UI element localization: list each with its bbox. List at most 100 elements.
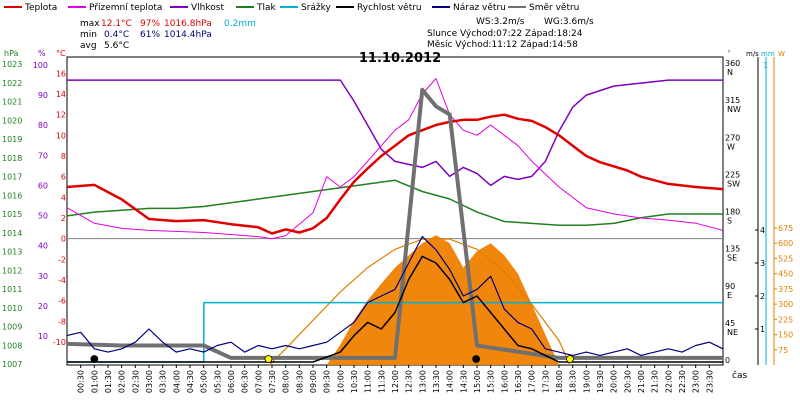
moon-marker — [90, 355, 99, 363]
wind-dir-tick-label: 360 — [725, 59, 740, 68]
wind-speed-tick-label: 4 — [760, 226, 765, 235]
wind-gust-line — [66, 236, 724, 356]
x-tick-label: 20:00 — [610, 370, 619, 393]
temperature-tick-label: 10 — [56, 131, 66, 140]
solar-tick-label: 150 — [778, 331, 793, 340]
legend-label-smer-vetru: Směr větru — [529, 3, 579, 13]
legend-label-vlhkost: Vlhkost — [191, 3, 224, 13]
temperature-tick-label: 2 — [61, 214, 66, 223]
stat-max-rain: 0.2mm — [224, 19, 256, 29]
info-wg: WG:3.6m/s — [544, 17, 594, 27]
x-tick-label: 07:30 — [268, 370, 277, 393]
temperature-tick-label: -2 — [58, 255, 66, 264]
x-tick-label: 16:30 — [514, 370, 523, 393]
x-tick-label: 11:30 — [377, 370, 386, 393]
pressure-tick-label: 1009 — [2, 323, 22, 332]
solar-tick-label: 525 — [778, 254, 793, 263]
legend-label-teplota: Teplota — [24, 3, 57, 13]
x-tick-label: 22:00 — [664, 370, 673, 393]
x-tick-label: 23:30 — [705, 370, 714, 393]
x-tick-label: 04:00 — [172, 370, 181, 393]
humidity-tick-label: 80 — [38, 121, 48, 130]
x-tick-label: 20:30 — [623, 370, 632, 393]
wind-dir-compass-label: E — [727, 291, 732, 300]
wind-dir-tick-label: 180 — [725, 208, 740, 217]
pressure-tick-label: 1020 — [2, 116, 22, 125]
x-tick-label: 16:00 — [500, 370, 509, 393]
legend: Teplota Přízemní teplota Vlhkost Tlak Sr… — [4, 3, 579, 13]
solar-tick-label: 375 — [778, 285, 793, 294]
wind-dir-compass-label: SW — [727, 179, 740, 188]
x-tick-label: 00:30 — [77, 370, 86, 393]
info-block: WS:3.2m/s WG:3.6m/s Slunce Východ:07:22 … — [427, 17, 594, 50]
pressure-tick-label: 1013 — [2, 248, 22, 257]
humidity-tick-label: 90 — [38, 91, 48, 100]
wind-direction-line — [66, 87, 723, 360]
stat-max-press: 1016.8hPa — [164, 19, 212, 29]
stat-min-label: min — [80, 30, 97, 40]
x-tick-label: 18:30 — [569, 370, 578, 393]
wind-dir-tick-label: 135 — [725, 245, 740, 254]
axis-unit-wind-speed: m/s — [746, 50, 759, 58]
temperature-tick-label: 6 — [61, 173, 66, 182]
stat-max-label: max — [80, 19, 100, 29]
pressure-tick-label: 1010 — [2, 304, 22, 313]
wind-dir-compass-label: NW — [727, 105, 741, 114]
x-tick-label: 01:00 — [90, 370, 99, 393]
wind-dir-compass-label: W — [727, 142, 735, 151]
pressure-tick-label: 1023 — [2, 60, 22, 69]
pressure-tick-label: 1022 — [2, 79, 22, 88]
solar-tick-label: 450 — [778, 270, 793, 279]
x-tick-label: 09:00 — [309, 370, 318, 393]
chart-title: 11.10.2012 — [359, 51, 441, 66]
stat-max-hum: 97% — [140, 19, 160, 29]
temperature-tick-label: 16 — [56, 69, 66, 78]
sunrise-marker — [264, 355, 273, 363]
pressure-tick-label: 1008 — [2, 341, 22, 350]
humidity-tick-label: 60 — [38, 181, 48, 190]
x-tick-label: 09:30 — [323, 370, 332, 393]
wind-dir-tick-label: 270 — [725, 133, 740, 142]
x-tick-label: 02:30 — [131, 370, 140, 393]
stat-max-temp: 12.1°C — [101, 19, 132, 29]
stats-block: max 12.1°C 97% 1016.8hPa 0.2mm min 0.4°C… — [80, 19, 256, 51]
legend-label-naraz-vetru: Náraz větru — [453, 3, 506, 13]
wind-speed-tick-label: 3 — [760, 259, 765, 268]
temperature-tick-label: -4 — [58, 276, 66, 285]
wind-dir-tick-label: 0 — [725, 356, 730, 365]
x-tick-label: 14:30 — [459, 370, 468, 393]
series-layer — [66, 78, 724, 363]
x-tick-label: 18:00 — [555, 370, 564, 393]
x-tick-label: 06:30 — [241, 370, 250, 393]
pressure-tick-label: 1012 — [2, 266, 22, 275]
x-tick-label: 08:30 — [295, 370, 304, 393]
legend-label-srazky: Srážky — [301, 3, 332, 13]
pressure-tick-label: 1016 — [2, 191, 22, 200]
legend-label-rychlost-vetru: Rychlost větru — [357, 3, 422, 13]
x-tick-label: 15:00 — [473, 370, 482, 393]
temperature-tick-label: 0 — [61, 235, 66, 244]
temperature-tick-label: 14 — [56, 90, 66, 99]
solar-tick-label: 75 — [778, 346, 788, 355]
axis-unit-wind-dir: ° — [727, 49, 731, 58]
stat-avg-temp: 5.6°C — [104, 41, 129, 51]
pressure-tick-label: 1017 — [2, 173, 22, 182]
pressure-tick-label: 1011 — [2, 285, 22, 294]
x-tick-label: 03:30 — [159, 370, 168, 393]
wind-speed-line — [67, 255, 723, 363]
info-sun: Slunce Východ:07:22 Západ:18:24 — [427, 29, 583, 39]
x-tick-label: 10:30 — [350, 370, 359, 393]
legend-label-tlak: Tlak — [256, 3, 277, 13]
x-tick-label: 19:00 — [582, 370, 591, 393]
solar-tick-label: 675 — [778, 224, 793, 233]
temperature-tick-label: 12 — [56, 111, 66, 120]
x-tick-label: 05:00 — [200, 370, 209, 393]
x-tick-label: 08:00 — [282, 370, 291, 393]
wind-speed-tick-label: 2 — [760, 292, 765, 301]
temperature-tick-label: -10 — [53, 338, 66, 347]
sunset-marker — [566, 355, 574, 363]
axis-unit-humidity: % — [38, 49, 46, 58]
pressure-tick-label: 1019 — [2, 135, 22, 144]
temperature-tick-label: 8 — [61, 152, 66, 161]
